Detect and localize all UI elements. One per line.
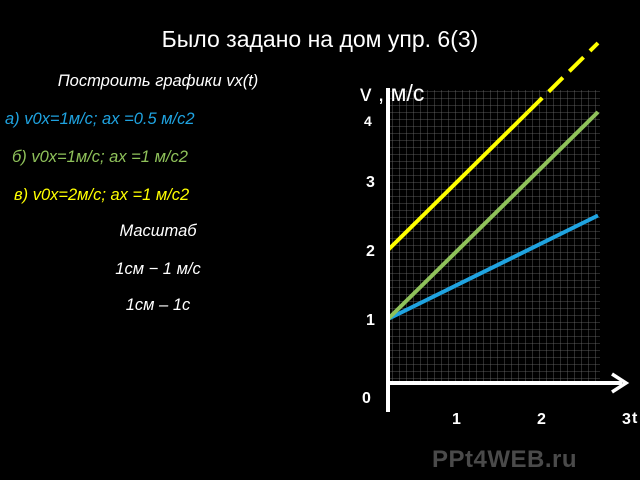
series-line-1 — [386, 110, 600, 321]
series-line-0 — [387, 213, 599, 321]
task-heading: Построить графики vx(t) — [57, 72, 259, 90]
y-tick-label-3: 3 — [366, 174, 375, 191]
x-tick-label-3: 3 — [622, 411, 631, 428]
y-tick-label-4: 4 — [364, 113, 372, 129]
grid-area — [388, 90, 600, 382]
scale-line-velocity: 1см − 1 м/с — [115, 260, 201, 278]
series-line-2 — [386, 110, 530, 252]
scale-label: Масштаб — [119, 222, 197, 240]
task-item-b: б) v0x=1м/с; ax =1 м/с2 — [12, 148, 188, 166]
slide-title: Было задано на дом упр. 6(3) — [161, 26, 479, 52]
watermark-logo: PPt4WEB.ru — [432, 446, 578, 473]
task-item-a: а) v0x=1м/с; ax =0.5 м/с2 — [5, 110, 195, 128]
y-tick-label-2: 2 — [366, 243, 375, 260]
y-tick-label-1: 1 — [366, 312, 375, 329]
x-tick-label-1: 1 — [452, 411, 461, 428]
x-tick-label-2: 2 — [537, 411, 546, 428]
y-axis-label: v , м/с — [360, 80, 424, 106]
series-line-3 — [526, 41, 600, 114]
scale-line-time: 1см – 1с — [125, 296, 191, 314]
x-axis-arrow — [611, 372, 630, 394]
x-tick-label-0: 0 — [362, 390, 371, 407]
x-axis-label: t — [632, 410, 638, 427]
task-item-c: в) v0x=2м/с; ax =1 м/с2 — [14, 186, 190, 204]
